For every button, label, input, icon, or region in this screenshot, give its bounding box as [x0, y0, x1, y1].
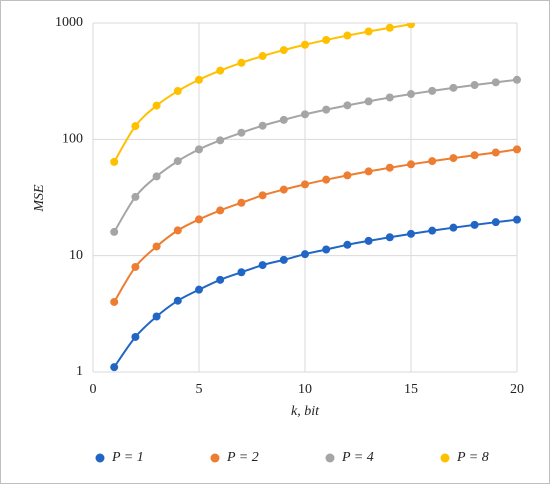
data-point	[152, 101, 161, 110]
data-point	[449, 154, 458, 163]
data-point	[301, 180, 309, 189]
data-point	[216, 136, 225, 145]
data-point	[152, 312, 161, 321]
data-point	[343, 101, 352, 110]
data-point	[301, 40, 309, 49]
data-point	[428, 226, 437, 235]
data-point	[279, 255, 288, 264]
data-point	[258, 52, 267, 61]
data-point	[513, 75, 521, 84]
legend-marker	[210, 453, 220, 463]
data-point	[364, 236, 373, 245]
data-point	[343, 240, 352, 249]
data-point	[343, 31, 352, 40]
data-point	[322, 175, 331, 184]
x-axis-label: k, bit	[291, 404, 320, 419]
plot	[110, 23, 521, 372]
data-point	[301, 250, 309, 259]
y-tick-label: 10	[69, 248, 83, 263]
y-tick-label: 1	[76, 364, 83, 379]
data-point	[131, 192, 140, 201]
data-point	[131, 122, 140, 131]
data-point	[195, 75, 203, 84]
data-point	[428, 157, 437, 166]
data-point	[407, 160, 415, 169]
data-point	[364, 97, 373, 106]
data-point	[258, 191, 267, 200]
x-tick-label: 15	[404, 382, 418, 397]
data-point	[110, 227, 119, 236]
data-point	[152, 172, 161, 181]
data-point	[491, 148, 500, 157]
data-point	[237, 58, 246, 67]
data-point	[513, 215, 521, 224]
data-point	[152, 242, 161, 251]
data-point	[322, 105, 331, 114]
data-point	[407, 90, 415, 99]
data-point	[428, 86, 437, 95]
data-point	[491, 218, 500, 227]
data-point	[237, 128, 246, 137]
data-point	[513, 145, 521, 154]
data-point	[322, 245, 331, 254]
data-point	[279, 115, 288, 124]
data-point	[279, 185, 288, 194]
data-point	[258, 261, 267, 270]
data-point	[385, 163, 394, 172]
legend-label: P = 4	[341, 450, 374, 465]
data-point	[216, 275, 225, 284]
legend-label: P = 8	[456, 450, 489, 465]
data-point	[258, 121, 267, 130]
data-point	[131, 262, 140, 271]
data-point	[364, 27, 373, 36]
y-axis-label: MSE	[32, 184, 47, 213]
data-point	[385, 93, 394, 102]
data-point	[449, 83, 458, 92]
data-point	[216, 206, 225, 215]
data-point	[385, 23, 394, 32]
data-point	[491, 78, 500, 87]
data-point	[301, 110, 309, 119]
data-point	[173, 296, 182, 305]
data-point	[449, 223, 458, 232]
legend-marker	[95, 453, 105, 463]
x-tick-label: 0	[90, 382, 97, 397]
data-point	[322, 35, 331, 44]
data-point	[110, 157, 119, 166]
data-point	[195, 285, 203, 294]
x-tick-label: 10	[298, 382, 312, 397]
data-point	[407, 23, 415, 29]
data-point	[470, 81, 479, 90]
data-point	[470, 151, 479, 160]
data-point	[173, 157, 182, 166]
data-point	[237, 268, 246, 277]
legend-label: P = 1	[111, 450, 144, 465]
data-point	[173, 226, 182, 235]
data-point	[364, 167, 373, 176]
data-point	[385, 233, 394, 242]
data-point	[131, 332, 140, 341]
x-tick-label: 5	[196, 382, 203, 397]
legend-marker	[440, 453, 450, 463]
data-point	[110, 363, 119, 372]
data-point	[407, 229, 415, 238]
data-point	[110, 297, 119, 306]
data-point	[237, 198, 246, 207]
y-tick-label: 100	[62, 132, 83, 147]
data-point	[279, 46, 288, 55]
legend-marker	[325, 453, 335, 463]
x-tick-label: 20	[510, 382, 524, 397]
data-point	[343, 171, 352, 180]
y-tick-label: 1000	[55, 15, 83, 30]
data-point	[195, 215, 203, 224]
data-point	[470, 220, 479, 229]
legend-label: P = 2	[226, 450, 259, 465]
data-point	[173, 87, 182, 96]
data-point	[216, 66, 225, 75]
data-point	[195, 145, 203, 154]
